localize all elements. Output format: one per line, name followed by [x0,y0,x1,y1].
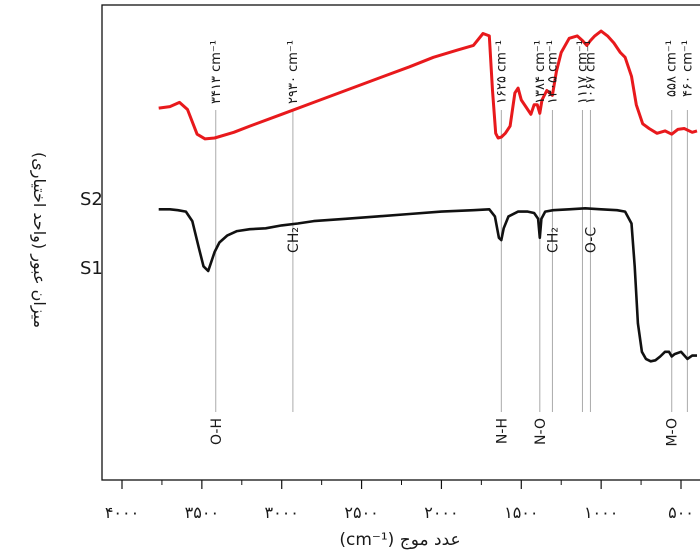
annotation-guides [215,110,688,412]
peak-wavenumber-label: ۳۴۱۳ cm⁻¹ [209,40,224,104]
x-tick-label: ۱۵۰۰ [504,503,538,522]
bond-label: N-O [533,418,549,445]
bond-label: O-H [209,418,225,445]
series-lines [158,29,698,363]
group-label: O-C [583,227,599,253]
peak-wavenumber-label: ۱۶۲۵ cm⁻¹ [494,40,509,104]
plot-frame [101,4,700,481]
group-label: CH₂ [545,227,561,253]
peak-wavenumber-label: ۵۵۸ cm⁻¹ [665,40,680,97]
series-label-s2: S2 [80,189,103,210]
x-tick-label: ۵۰۰ [668,503,694,522]
group-label: CH₂ [286,227,302,253]
peak-wavenumber-label: ۲۹۳۰ cm⁻¹ [286,40,301,104]
x-tick-label: ۴۰۰۰ [105,503,139,522]
bond-label: N-H [494,418,510,444]
x-axis-ticks: ۴۰۰۰ ۳۵۰۰ ۳۰۰۰ ۲۵۰۰ ۲۰۰۰ ۱۵۰۰ ۱۰۰۰ ۵۰۰ [105,480,694,522]
series-line-s2 [158,29,698,141]
series-line-s1 [158,207,697,363]
bond-label: M-O [665,418,681,447]
y-axis-label: میزان عبور (واحد اختیاری) [29,152,49,328]
peak-wavenumber-label: ۱۳۸۴ cm⁻¹ [533,40,548,104]
x-tick-label: ۱۰۰۰ [584,503,618,522]
series-label-s1: S1 [80,258,103,279]
peak-wavenumber-label: ۱۳۰۵ cm⁻¹ [545,40,560,104]
peak-wavenumber-label: ۱۱۱۷ cm⁻¹ [575,40,590,104]
peak-annotations: S2 S1 ۳۴۱۳ cm⁻¹ O-H ۲۹۳۰ cm⁻¹ ۱۶۲۵ cm⁻¹ N-H ۱۳۸… [80,40,695,447]
x-tick-label: ۳۵۰۰ [185,503,219,522]
peak-wavenumber-label: ۱۰۶۷ cm⁻¹ [583,40,598,104]
peak-wavenumber-label: ۴۶۰ cm⁻¹ [680,40,695,97]
x-tick-label: ۲۰۰۰ [424,503,458,522]
x-tick-label: ۳۰۰۰ [265,503,299,522]
x-tick-label: ۲۵۰۰ [344,503,378,522]
x-axis-label: (cm⁻¹) عدد موج [339,530,460,550]
